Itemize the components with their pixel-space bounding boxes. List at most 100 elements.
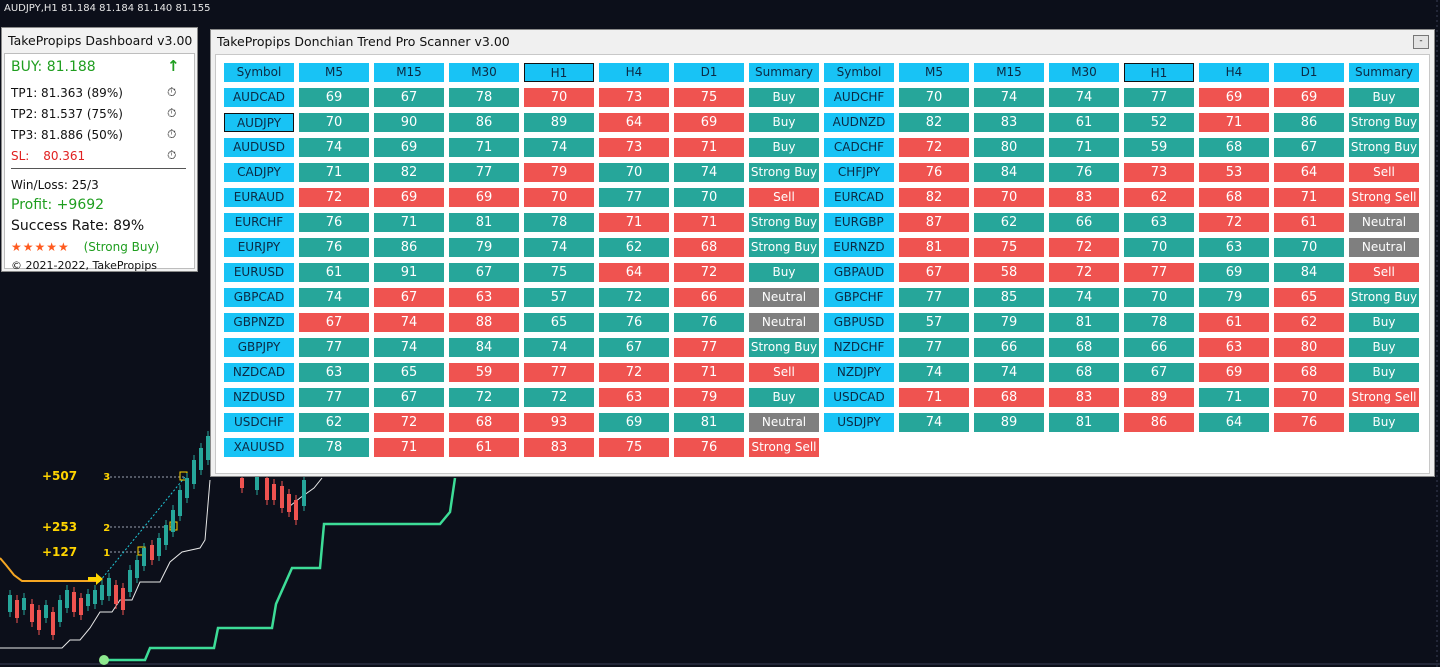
minimize-button[interactable]: - <box>1413 35 1429 49</box>
strength-cell-m5[interactable]: 67 <box>299 313 369 332</box>
strength-cell-h4[interactable]: 68 <box>1199 188 1269 207</box>
strength-cell-d1[interactable]: 69 <box>1274 88 1344 107</box>
strength-cell-m5[interactable]: 67 <box>899 263 969 282</box>
strength-cell-m15[interactable]: 68 <box>974 388 1044 407</box>
strength-cell-m5[interactable]: 69 <box>299 88 369 107</box>
strength-cell-d1[interactable]: 68 <box>1274 363 1344 382</box>
strength-cell-h1[interactable]: 74 <box>524 338 594 357</box>
strength-cell-m5[interactable]: 76 <box>299 238 369 257</box>
strength-cell-h1[interactable]: 62 <box>1124 188 1194 207</box>
strength-cell-h1[interactable]: 70 <box>1124 288 1194 307</box>
symbol-button-eurusd[interactable]: EURUSD <box>224 263 294 282</box>
strength-cell-h1[interactable]: 89 <box>524 113 594 132</box>
strength-cell-d1[interactable]: 71 <box>1274 188 1344 207</box>
header-h4[interactable]: H4 <box>599 63 669 82</box>
summary-cell[interactable]: Strong Buy <box>1349 138 1419 157</box>
strength-cell-d1[interactable]: 76 <box>674 438 744 457</box>
strength-cell-h1[interactable]: 78 <box>524 213 594 232</box>
symbol-button-cadjpy[interactable]: CADJPY <box>224 163 294 182</box>
summary-cell[interactable]: Strong Buy <box>749 163 819 182</box>
strength-cell-h1[interactable]: 65 <box>524 313 594 332</box>
strength-cell-d1[interactable]: 70 <box>674 188 744 207</box>
strength-cell-d1[interactable]: 70 <box>1274 388 1344 407</box>
strength-cell-h1[interactable]: 70 <box>524 88 594 107</box>
strength-cell-m15[interactable]: 86 <box>374 238 444 257</box>
strength-cell-m30[interactable]: 61 <box>449 438 519 457</box>
strength-cell-h4[interactable]: 61 <box>1199 313 1269 332</box>
strength-cell-m5[interactable]: 77 <box>899 288 969 307</box>
symbol-button-gbpjpy[interactable]: GBPJPY <box>224 338 294 357</box>
strength-cell-h1[interactable]: 67 <box>1124 363 1194 382</box>
strength-cell-m30[interactable]: 81 <box>1049 413 1119 432</box>
symbol-button-gbpnzd[interactable]: GBPNZD <box>224 313 294 332</box>
symbol-button-eurnzd[interactable]: EURNZD <box>824 238 894 257</box>
strength-cell-m30[interactable]: 79 <box>449 238 519 257</box>
summary-cell[interactable]: Strong Buy <box>1349 288 1419 307</box>
header-summary[interactable]: Summary <box>1349 63 1419 82</box>
strength-cell-h1[interactable]: 63 <box>1124 213 1194 232</box>
strength-cell-m30[interactable]: 84 <box>449 338 519 357</box>
strength-cell-m5[interactable]: 74 <box>299 288 369 307</box>
symbol-button-audnzd[interactable]: AUDNZD <box>824 113 894 132</box>
symbol-button-eurchf[interactable]: EURCHF <box>224 213 294 232</box>
symbol-button-audjpy[interactable]: AUDJPY <box>224 113 294 132</box>
strength-cell-d1[interactable]: 64 <box>1274 163 1344 182</box>
strength-cell-m30[interactable]: 68 <box>449 413 519 432</box>
strength-cell-h4[interactable]: 68 <box>1199 138 1269 157</box>
strength-cell-m15[interactable]: 67 <box>374 388 444 407</box>
symbol-button-gbpaud[interactable]: GBPAUD <box>824 263 894 282</box>
summary-cell[interactable]: Sell <box>1349 263 1419 282</box>
strength-cell-m15[interactable]: 80 <box>974 138 1044 157</box>
strength-cell-m30[interactable]: 71 <box>449 138 519 157</box>
strength-cell-d1[interactable]: 76 <box>1274 413 1344 432</box>
strength-cell-m30[interactable]: 72 <box>1049 238 1119 257</box>
strength-cell-m30[interactable]: 68 <box>1049 338 1119 357</box>
strength-cell-h1[interactable]: 66 <box>1124 338 1194 357</box>
summary-cell[interactable]: Strong Sell <box>749 438 819 457</box>
symbol-button-xauusd[interactable]: XAUUSD <box>224 438 294 457</box>
strength-cell-h4[interactable]: 63 <box>1199 338 1269 357</box>
strength-cell-m15[interactable]: 72 <box>374 413 444 432</box>
strength-cell-d1[interactable]: 66 <box>674 288 744 307</box>
strength-cell-m30[interactable]: 68 <box>1049 363 1119 382</box>
symbol-button-cadchf[interactable]: CADCHF <box>824 138 894 157</box>
strength-cell-h4[interactable]: 71 <box>599 213 669 232</box>
strength-cell-h4[interactable]: 63 <box>599 388 669 407</box>
strength-cell-h4[interactable]: 62 <box>599 238 669 257</box>
strength-cell-m30[interactable]: 86 <box>449 113 519 132</box>
strength-cell-m15[interactable]: 67 <box>374 288 444 307</box>
header-h1[interactable]: H1 <box>1124 63 1194 82</box>
strength-cell-h1[interactable]: 93 <box>524 413 594 432</box>
symbol-button-chfjpy[interactable]: CHFJPY <box>824 163 894 182</box>
strength-cell-m30[interactable]: 74 <box>1049 288 1119 307</box>
summary-cell[interactable]: Sell <box>1349 163 1419 182</box>
summary-cell[interactable]: Buy <box>1349 338 1419 357</box>
summary-cell[interactable]: Buy <box>749 138 819 157</box>
strength-cell-h4[interactable]: 70 <box>599 163 669 182</box>
strength-cell-m30[interactable]: 72 <box>449 388 519 407</box>
summary-cell[interactable]: Neutral <box>749 313 819 332</box>
summary-cell[interactable]: Strong Buy <box>749 238 819 257</box>
strength-cell-d1[interactable]: 62 <box>1274 313 1344 332</box>
summary-cell[interactable]: Strong Buy <box>1349 113 1419 132</box>
strength-cell-h4[interactable]: 73 <box>599 88 669 107</box>
strength-cell-m5[interactable]: 63 <box>299 363 369 382</box>
symbol-button-eurcad[interactable]: EURCAD <box>824 188 894 207</box>
strength-cell-h4[interactable]: 69 <box>1199 88 1269 107</box>
summary-cell[interactable]: Buy <box>1349 413 1419 432</box>
strength-cell-m5[interactable]: 74 <box>899 413 969 432</box>
strength-cell-m15[interactable]: 83 <box>974 113 1044 132</box>
strength-cell-h4[interactable]: 72 <box>1199 213 1269 232</box>
strength-cell-h4[interactable]: 79 <box>1199 288 1269 307</box>
strength-cell-h4[interactable]: 69 <box>1199 363 1269 382</box>
symbol-button-eurjpy[interactable]: EURJPY <box>224 238 294 257</box>
header-summary[interactable]: Summary <box>749 63 819 82</box>
strength-cell-h1[interactable]: 75 <box>524 263 594 282</box>
strength-cell-h4[interactable]: 76 <box>599 313 669 332</box>
header-symbol[interactable]: Symbol <box>824 63 894 82</box>
strength-cell-m15[interactable]: 69 <box>374 188 444 207</box>
strength-cell-h1[interactable]: 77 <box>1124 88 1194 107</box>
strength-cell-h4[interactable]: 64 <box>599 263 669 282</box>
strength-cell-m30[interactable]: 78 <box>449 88 519 107</box>
symbol-button-gbpcad[interactable]: GBPCAD <box>224 288 294 307</box>
